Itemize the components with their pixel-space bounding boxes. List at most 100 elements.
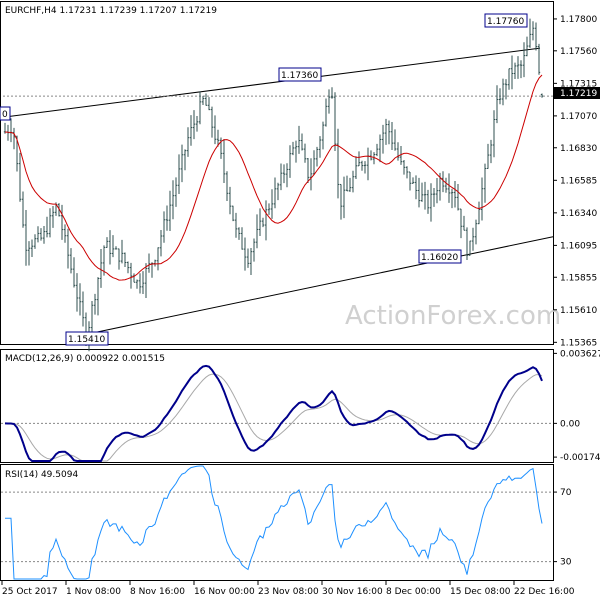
x-tick-label: 25 Oct 2017 bbox=[2, 587, 58, 597]
rsi-y-tick-label: 30 bbox=[560, 558, 572, 568]
price-bar bbox=[405, 166, 409, 179]
price-bar bbox=[171, 180, 175, 220]
price-bar bbox=[357, 151, 361, 167]
svg-text:1.16020: 1.16020 bbox=[421, 253, 458, 263]
y-tick-label: 1.16340 bbox=[560, 209, 597, 219]
price-bar bbox=[339, 183, 343, 220]
price-bar bbox=[117, 248, 121, 270]
price-bar bbox=[120, 239, 124, 264]
price-bar bbox=[45, 216, 49, 238]
price-bar bbox=[456, 183, 460, 211]
price-bar bbox=[189, 115, 193, 146]
price-bar bbox=[540, 93, 544, 98]
price-bar bbox=[462, 215, 466, 231]
price-bar bbox=[132, 273, 136, 283]
price-bar bbox=[525, 36, 529, 57]
price-bar bbox=[333, 92, 337, 151]
price-bar bbox=[201, 95, 205, 106]
price-bar bbox=[156, 247, 160, 271]
price-bar bbox=[414, 175, 418, 200]
y-tick-label: 1.17315 bbox=[560, 79, 597, 89]
price-bar bbox=[285, 163, 289, 188]
price-bar bbox=[477, 201, 481, 225]
y-tick-label: 1.17560 bbox=[560, 47, 597, 57]
price-bar bbox=[459, 208, 463, 239]
price-bar bbox=[96, 277, 100, 316]
price-bar bbox=[204, 93, 208, 106]
y-tick-label: 1.16830 bbox=[560, 144, 597, 154]
price-bar bbox=[354, 156, 358, 179]
svg-text:1.17760: 1.17760 bbox=[487, 17, 524, 27]
price-bar bbox=[264, 200, 268, 241]
price-bar bbox=[282, 164, 286, 184]
price-bar bbox=[312, 150, 316, 175]
price-bar bbox=[441, 171, 445, 193]
x-tick-label: 8 Nov 16:00 bbox=[130, 587, 185, 597]
x-tick-label: 8 Dec 00:00 bbox=[386, 587, 441, 597]
price-bar bbox=[93, 293, 97, 315]
price-bar bbox=[429, 183, 433, 222]
price-bar bbox=[129, 262, 133, 289]
price-bar bbox=[63, 224, 67, 243]
annotation-mid-high: 1.17360 bbox=[278, 67, 322, 82]
price-bar bbox=[162, 211, 166, 243]
annotation-high: 1.17760 bbox=[484, 13, 528, 28]
price-bar bbox=[105, 237, 109, 248]
macd-panel bbox=[0, 349, 554, 463]
price-bar bbox=[378, 134, 382, 163]
price-bar bbox=[216, 129, 220, 147]
price-bar bbox=[24, 210, 28, 266]
price-bar bbox=[411, 177, 415, 184]
price-bar bbox=[516, 56, 520, 79]
price-bar bbox=[69, 248, 73, 274]
price-bar bbox=[447, 173, 451, 203]
price-bar bbox=[489, 139, 493, 164]
price-bar bbox=[255, 214, 259, 249]
rsi-y-tick-label: 70 bbox=[560, 488, 572, 498]
price-bar bbox=[537, 43, 541, 75]
price-bar bbox=[360, 160, 364, 171]
price-bar bbox=[435, 177, 439, 204]
price-bar bbox=[36, 226, 40, 243]
price-bar bbox=[225, 171, 229, 202]
price-bar bbox=[288, 145, 292, 178]
price-bar bbox=[318, 136, 322, 158]
price-bar bbox=[348, 177, 352, 192]
price-bar bbox=[486, 143, 490, 169]
x-tick-label: 15 Dec 08:00 bbox=[450, 587, 511, 597]
price-bar bbox=[270, 189, 274, 219]
svg-text:1.17360: 1.17360 bbox=[281, 71, 318, 81]
price-bar bbox=[81, 291, 85, 327]
price-bar bbox=[183, 149, 187, 171]
x-tick-label: 23 Nov 08:00 bbox=[258, 587, 319, 597]
price-bar bbox=[363, 161, 367, 174]
price-bar bbox=[510, 55, 514, 90]
price-bar bbox=[327, 89, 331, 114]
price-bar bbox=[51, 205, 55, 228]
price-bar bbox=[234, 212, 238, 238]
price-bar bbox=[252, 238, 256, 262]
price-bar bbox=[321, 121, 325, 150]
price-bar bbox=[480, 177, 484, 221]
price-bar bbox=[300, 133, 304, 151]
price-bar bbox=[351, 170, 355, 193]
y-tick-label: 1.15365 bbox=[560, 338, 597, 348]
price-bar bbox=[27, 241, 31, 266]
price-bar bbox=[291, 141, 295, 156]
price-bar bbox=[222, 139, 226, 183]
price-bar bbox=[207, 97, 211, 111]
price-bar bbox=[306, 157, 310, 183]
price-bar bbox=[246, 248, 250, 268]
price-bar bbox=[267, 203, 271, 215]
price-bar bbox=[147, 253, 151, 273]
price-bar bbox=[420, 182, 424, 202]
price-bar bbox=[408, 171, 412, 191]
price-bar bbox=[177, 154, 181, 194]
price-bar bbox=[402, 160, 406, 175]
annotation-left-cut: 0 bbox=[0, 106, 11, 121]
price-bar bbox=[471, 227, 475, 251]
price-bar bbox=[258, 208, 262, 237]
main-title: EURCHF,H4 1.17231 1.17239 1.17207 1.1721… bbox=[5, 6, 217, 16]
svg-text:1.15410: 1.15410 bbox=[68, 335, 105, 345]
